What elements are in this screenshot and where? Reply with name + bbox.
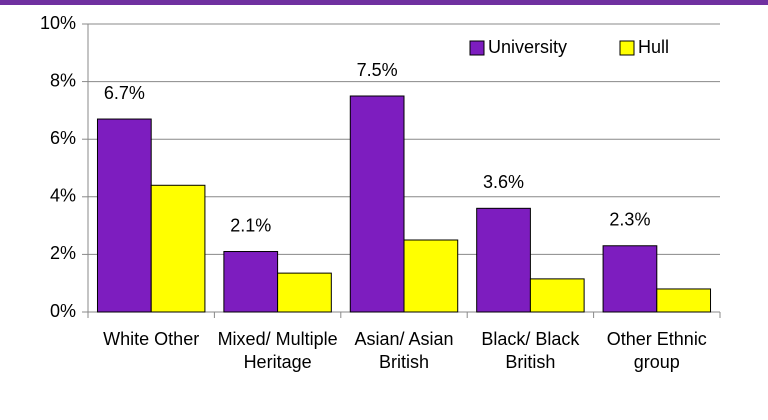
legend-label: Hull <box>638 37 669 57</box>
bar <box>277 272 332 313</box>
value-label: 2.3% <box>609 210 650 230</box>
y-tick-label: 8% <box>50 70 76 90</box>
legend-label: University <box>488 37 567 57</box>
x-tick-label: White Other <box>103 329 200 349</box>
value-label: 3.6% <box>483 172 524 192</box>
y-tick-label: 0% <box>50 301 76 321</box>
bar <box>476 207 531 313</box>
bar <box>223 251 279 313</box>
bar <box>529 278 585 313</box>
bar <box>349 95 405 313</box>
bar <box>656 288 712 313</box>
x-tick-label: Asian/ Asian British <box>354 329 454 372</box>
bar <box>403 239 459 313</box>
x-tick-label: Mixed/ Multiple Heritage <box>217 329 338 372</box>
value-label: 6.7% <box>104 83 145 103</box>
legend-swatch <box>619 40 635 56</box>
x-tick-label: Black/ Black British <box>481 329 580 372</box>
y-tick-label: 10% <box>40 13 76 33</box>
value-label: 7.5% <box>357 60 398 80</box>
y-tick-label: 2% <box>50 243 76 263</box>
bar <box>96 118 152 313</box>
x-tick-label: Other Ethnic group <box>606 329 707 372</box>
top-band <box>0 0 768 5</box>
bar <box>602 245 658 313</box>
value-label: 2.1% <box>230 215 271 235</box>
bar <box>150 184 206 313</box>
legend-swatch <box>469 40 485 56</box>
y-tick-label: 4% <box>50 186 76 206</box>
y-tick-label: 6% <box>50 128 76 148</box>
